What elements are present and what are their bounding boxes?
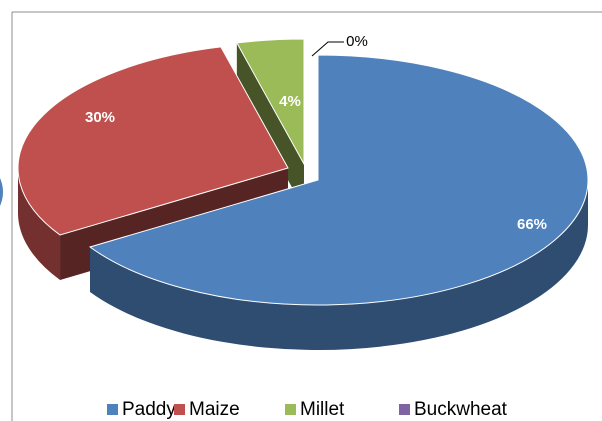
leader-line [311,41,344,57]
legend-label: Paddy [122,399,176,420]
data-label: 0% [346,33,368,50]
data-label: 4% [279,93,301,110]
legend-swatch [285,404,296,415]
legend-swatch [399,404,410,415]
legend-label: Millet [300,399,345,420]
slice-wall [18,168,61,280]
legend-label: Maize [189,399,240,420]
neighbor-fragment [0,178,3,206]
legend-label: Buckwheat [414,399,508,420]
slice [88,54,589,306]
legend-swatch [107,404,118,415]
slice [236,38,305,166]
data-label: 30% [85,109,115,126]
slice-wall [90,180,588,351]
data-label: 66% [517,216,547,233]
pie [17,38,589,351]
slice [17,46,289,236]
legend-swatch [174,404,185,415]
